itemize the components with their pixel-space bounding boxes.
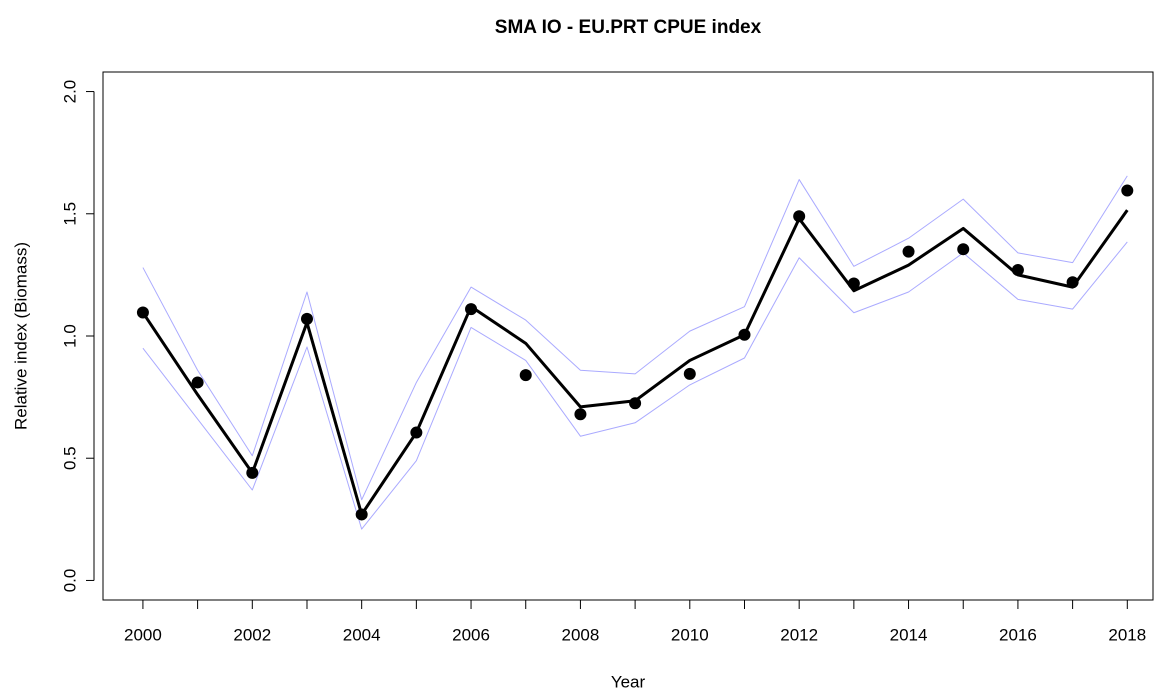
data-point (847, 277, 860, 290)
y-tick-label: 0.5 (60, 446, 79, 470)
x-tick-label: 2002 (233, 625, 271, 644)
data-point (683, 367, 696, 380)
y-tick-label: 1.0 (60, 324, 79, 348)
x-tick-label: 2008 (562, 625, 600, 644)
data-point (410, 426, 423, 439)
data-point (793, 210, 806, 223)
data-point (738, 328, 751, 341)
x-axis-label: Year (611, 672, 646, 691)
data-point (300, 312, 313, 325)
data-point (902, 245, 915, 258)
x-tick-label: 2006 (452, 625, 490, 644)
series-line (142, 175, 1128, 501)
y-tick-label: 2.0 (60, 80, 79, 104)
y-axis-label: Relative index (Biomass) (11, 242, 30, 430)
data-point (246, 466, 259, 479)
x-tick-label: 2018 (1108, 625, 1146, 644)
series-line (142, 241, 1128, 530)
plot-frame (102, 71, 1154, 601)
x-tick-label: 2016 (999, 625, 1037, 644)
x-tick-label: 2012 (780, 625, 818, 644)
data-point (191, 376, 204, 389)
data-point (957, 243, 970, 256)
y-tick-label: 0.0 (60, 569, 79, 593)
data-point (136, 306, 149, 319)
data-point (519, 369, 532, 382)
x-tick-label: 2000 (124, 625, 162, 644)
x-tick-label: 2004 (343, 625, 381, 644)
data-point (465, 303, 478, 316)
data-point (629, 397, 642, 410)
x-tick-label: 2010 (671, 625, 709, 644)
y-tick-label: 1.5 (60, 202, 79, 226)
data-point (1066, 276, 1079, 289)
series-line (141, 209, 1129, 516)
data-point (1011, 264, 1024, 276)
data-point (1121, 184, 1134, 197)
data-point (355, 508, 368, 521)
x-tick-label: 2014 (890, 625, 928, 644)
chart-title: SMA IO - EU.PRT CPUE index (495, 17, 762, 38)
data-point (574, 408, 587, 421)
